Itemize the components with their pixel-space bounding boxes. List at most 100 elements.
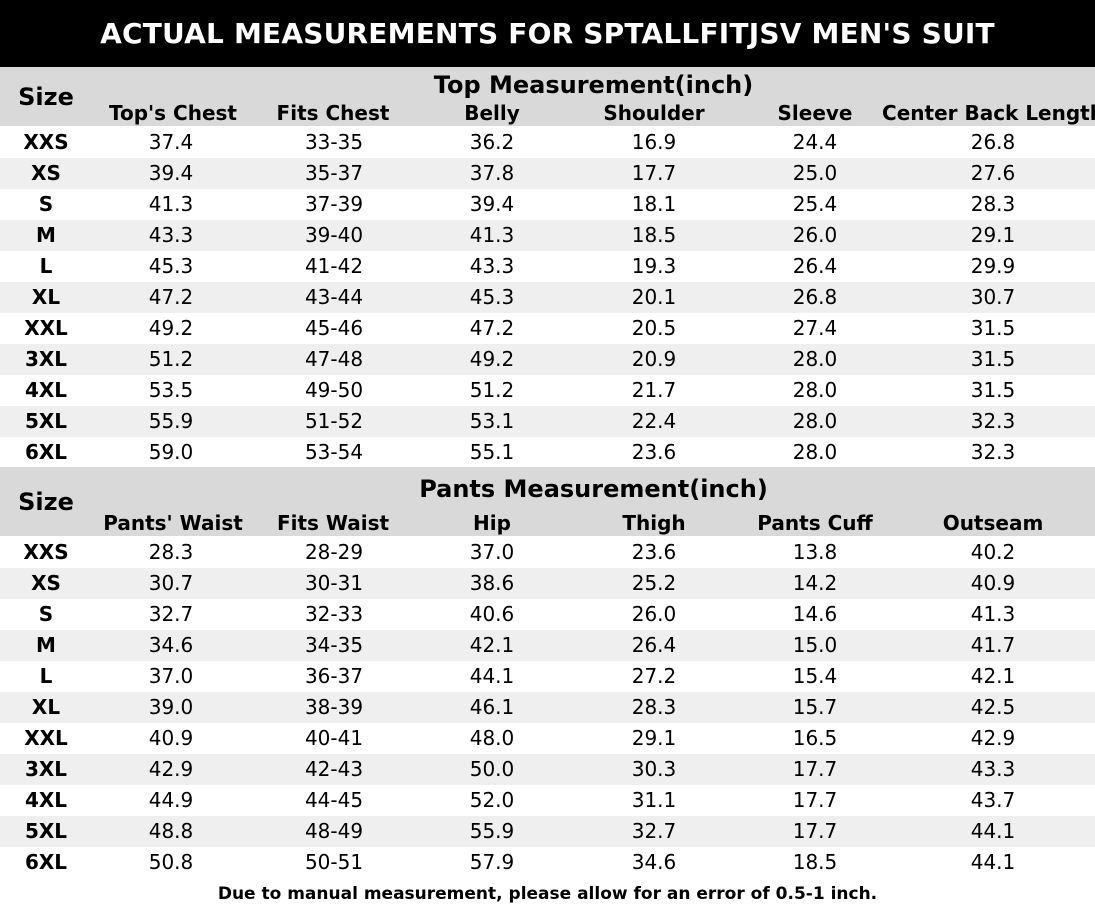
top-col-header: Top's Chest — [109, 101, 237, 125]
measurement-cell: 23.6 — [631, 440, 677, 464]
table-row: 3XL 51.2 47-48 49.2 20.9 28.0 31.5 — [0, 344, 1095, 375]
size-label: S — [38, 192, 54, 216]
measurement-cell: 16.9 — [631, 130, 677, 154]
table-row: S 32.7 32-33 40.6 26.0 14.6 41.3 — [0, 599, 1095, 630]
measurement-cell: 43-44 — [304, 285, 364, 309]
measurement-cell: 42.9 — [148, 757, 194, 781]
measurement-cell: 47.2 — [469, 316, 515, 340]
size-label: M — [36, 633, 56, 657]
footnote: Due to manual measurement, please allow … — [217, 884, 878, 904]
measurement-cell: 43.3 — [970, 757, 1016, 781]
measurement-cell: 53.5 — [148, 378, 194, 402]
measurement-cell: 17.7 — [631, 161, 677, 185]
size-label: 6XL — [24, 440, 68, 464]
size-label: XL — [31, 285, 61, 309]
measurement-cell: 39.4 — [469, 192, 515, 216]
measurement-cell: 53-54 — [304, 440, 364, 464]
measurement-cell: 29.1 — [970, 223, 1016, 247]
measurement-cell: 25.0 — [792, 161, 838, 185]
pants-col-header: Fits Waist — [276, 511, 390, 535]
size-label: XS — [31, 571, 61, 595]
top-section-header: Size Top Measurement(inch) Top's Chest F… — [0, 67, 1095, 126]
top-section-title: Top Measurement(inch) — [433, 71, 754, 99]
measurement-cell: 15.4 — [792, 664, 838, 688]
table-row: XXL 49.2 45-46 47.2 20.5 27.4 31.5 — [0, 313, 1095, 344]
measurement-cell: 31.5 — [970, 347, 1016, 371]
table-row: M 34.6 34-35 42.1 26.4 15.0 41.7 — [0, 630, 1095, 661]
measurement-cell: 37.8 — [469, 161, 515, 185]
measurement-cell: 28.3 — [631, 695, 677, 719]
measurement-cell: 31.1 — [631, 788, 677, 812]
measurement-cell: 20.5 — [631, 316, 677, 340]
pants-col-header: Thigh — [622, 511, 686, 535]
measurement-cell: 26.8 — [792, 285, 838, 309]
top-col-header: Sleeve — [777, 101, 853, 125]
pants-col-header: Pants Cuff — [757, 511, 873, 535]
measurement-cell: 44-45 — [304, 788, 364, 812]
size-label: L — [39, 254, 53, 278]
size-label: 4XL — [24, 788, 68, 812]
measurement-cell: 18.5 — [631, 223, 677, 247]
size-label: XS — [31, 161, 61, 185]
measurement-cell: 43.3 — [469, 254, 515, 278]
measurement-cell: 20.9 — [631, 347, 677, 371]
measurement-cell: 21.7 — [631, 378, 677, 402]
table-row: XS 39.4 35-37 37.8 17.7 25.0 27.6 — [0, 158, 1095, 189]
measurement-cell: 49-50 — [304, 378, 364, 402]
measurement-cell: 49.2 — [148, 316, 194, 340]
measurement-cell: 43.3 — [148, 223, 194, 247]
size-label: 3XL — [24, 757, 68, 781]
measurement-cell: 34.6 — [631, 850, 677, 874]
measurement-cell: 53.1 — [469, 409, 515, 433]
size-label: 3XL — [24, 347, 68, 371]
measurement-cell: 18.1 — [631, 192, 677, 216]
table-row: XXS 28.3 28-29 37.0 23.6 13.8 40.2 — [0, 537, 1095, 568]
measurement-cell: 28-29 — [304, 540, 364, 564]
measurement-cell: 45.3 — [148, 254, 194, 278]
measurement-cell: 30.3 — [631, 757, 677, 781]
measurement-cell: 40.9 — [970, 571, 1016, 595]
measurement-cell: 31.5 — [970, 316, 1016, 340]
size-label: XXL — [24, 726, 68, 750]
measurement-cell: 28.3 — [148, 540, 194, 564]
measurement-cell: 38-39 — [304, 695, 364, 719]
table-row: M 43.3 39-40 41.3 18.5 26.0 29.1 — [0, 220, 1095, 251]
pants-section-title: Pants Measurement(inch) — [419, 475, 768, 503]
table-row: XXL 40.9 40-41 48.0 29.1 16.5 42.9 — [0, 723, 1095, 754]
measurement-cell: 26.0 — [631, 602, 677, 626]
top-col-header: Fits Chest — [276, 101, 390, 125]
measurement-cell: 32.3 — [970, 440, 1016, 464]
top-size-header: Size — [18, 83, 74, 111]
measurement-cell: 37-39 — [304, 192, 364, 216]
measurement-cell: 30.7 — [148, 571, 194, 595]
measurement-cell: 42.1 — [970, 664, 1016, 688]
measurement-cell: 34-35 — [304, 633, 364, 657]
size-label: 5XL — [24, 409, 68, 433]
table-row: L 37.0 36-37 44.1 27.2 15.4 42.1 — [0, 661, 1095, 692]
measurement-cell: 27.4 — [792, 316, 838, 340]
measurement-cell: 44.1 — [970, 850, 1016, 874]
measurement-cell: 55.9 — [469, 819, 515, 843]
measurement-cell: 42.9 — [970, 726, 1016, 750]
table-row: 3XL 42.9 42-43 50.0 30.3 17.7 43.3 — [0, 754, 1095, 785]
measurement-cell: 28.0 — [792, 347, 838, 371]
top-col-header: Center Back Length — [882, 101, 1095, 125]
measurement-cell: 51.2 — [148, 347, 194, 371]
measurement-cell: 51-52 — [304, 409, 364, 433]
size-label: XXL — [24, 316, 68, 340]
measurement-cell: 39-40 — [304, 223, 364, 247]
size-label: XXS — [23, 130, 69, 154]
size-label: 6XL — [24, 850, 68, 874]
measurement-cell: 44.1 — [469, 664, 515, 688]
measurement-cell: 44.9 — [148, 788, 194, 812]
measurement-cell: 26.4 — [792, 254, 838, 278]
measurement-cell: 47-48 — [304, 347, 364, 371]
measurement-cell: 45.3 — [469, 285, 515, 309]
measurement-cell: 13.8 — [792, 540, 838, 564]
size-label: M — [36, 223, 56, 247]
measurement-cell: 40.6 — [469, 602, 515, 626]
measurement-cell: 32-33 — [304, 602, 364, 626]
measurement-cell: 19.3 — [631, 254, 677, 278]
measurement-cell: 50.8 — [148, 850, 194, 874]
